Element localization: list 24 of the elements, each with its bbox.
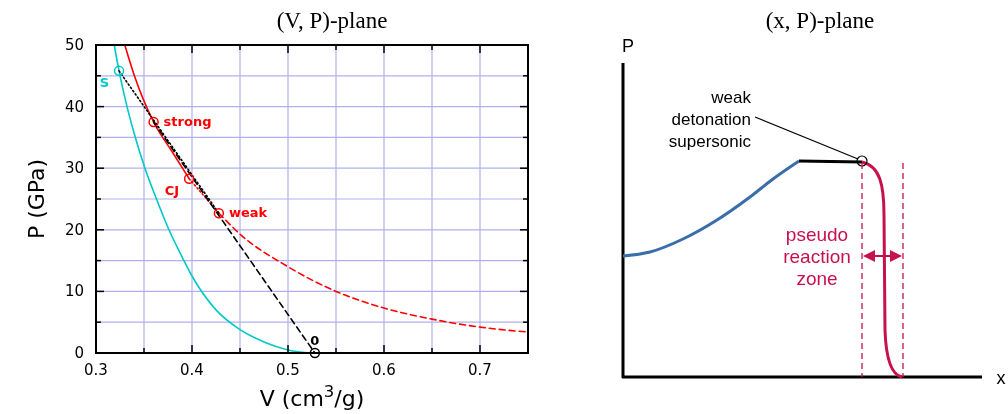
y-tick-label: 10 <box>64 282 84 301</box>
x-tick-label: 0.6 <box>372 361 396 379</box>
annotation: weak <box>228 205 268 221</box>
annotation: 0 <box>310 333 320 348</box>
y-axis-title: P (GPa) <box>24 158 49 240</box>
annotation: strong <box>163 114 212 129</box>
y-tick-label: 30 <box>64 159 84 178</box>
y-tick-label: 50 <box>64 36 84 54</box>
text: (x, P)-plane <box>765 8 875 33</box>
x-tick-label: 0.3 <box>84 361 108 379</box>
y-tick-label: 0 <box>74 344 84 362</box>
x-tick-label: 0.7 <box>468 361 492 379</box>
annotation: S <box>99 74 110 90</box>
text: P <box>621 36 635 56</box>
text: weak detonation supersonic <box>668 88 752 151</box>
x-tick-label: 0.4 <box>180 361 204 379</box>
y-tick-label: 20 <box>64 220 84 239</box>
annotation: CJ <box>164 182 180 198</box>
text: pseudo reaction zone <box>783 224 851 289</box>
chart-title: (V, P)-plane <box>276 8 388 33</box>
y-tick-label: 40 <box>64 97 84 116</box>
x-axis-title: V (cm$^{3}$/g) <box>259 381 365 411</box>
x-tick-label: 0.5 <box>276 361 300 379</box>
text: x <box>996 368 1006 388</box>
